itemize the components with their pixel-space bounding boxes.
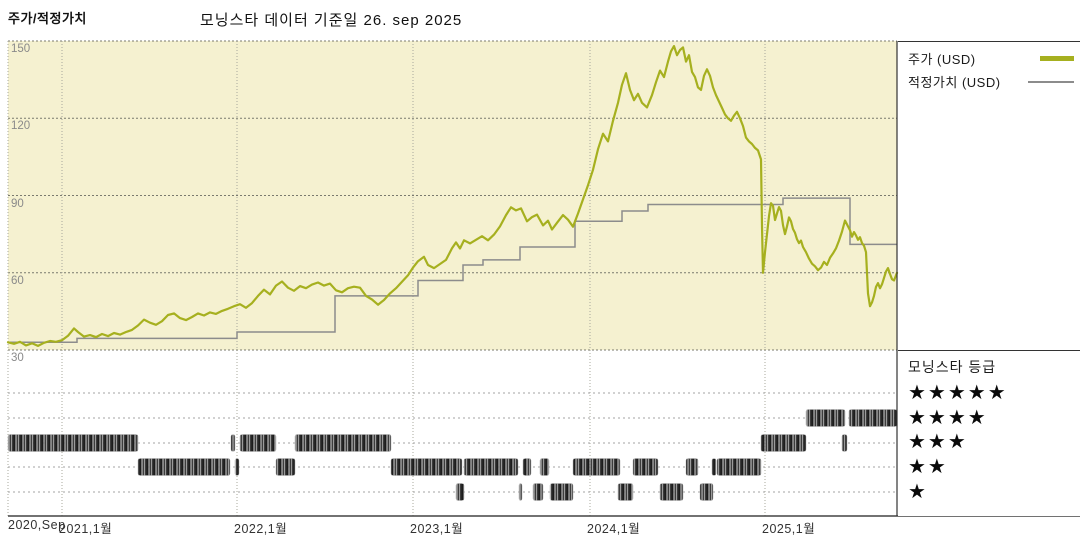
y-tick-label-30: 30 xyxy=(11,352,24,364)
fair-value-line xyxy=(8,197,897,344)
rating-band-3star xyxy=(294,434,392,452)
rating-legend-box: 모닝스타 등급 ★★★★★ ★★★★ ★★★ ★★ ★ xyxy=(898,350,1080,516)
rating-band-1star xyxy=(549,483,574,501)
star-row-2: ★★ xyxy=(908,456,948,479)
rating-band-3star xyxy=(239,434,277,452)
rating-band-2star xyxy=(572,458,621,476)
x-tick-label: 2020,Sep xyxy=(8,518,66,532)
rating-band-3star xyxy=(7,434,139,452)
series-legend: 주가 (USD) 적정가치 (USD) xyxy=(898,41,1080,95)
rating-band-2star xyxy=(632,458,659,476)
rating-band-2star xyxy=(539,458,550,476)
rating-band-2star xyxy=(711,458,717,476)
x-tick-label: 2023,1월 xyxy=(410,522,464,536)
chart-title: 모닝스타 데이터 기준일 26. sep 2025 xyxy=(200,12,463,29)
section-label: 주가/적정가치 xyxy=(8,11,87,26)
rating-band-2star xyxy=(234,458,240,476)
rating-band-3star xyxy=(230,434,236,452)
x-tick-label: 2024,1월 xyxy=(587,522,641,536)
rating-band-4star xyxy=(848,409,898,427)
y-tick-label-150: 150 xyxy=(11,43,31,55)
x-tick-label: 2025,1월 xyxy=(762,522,816,536)
rating-band-2star xyxy=(685,458,699,476)
star-row-1: ★ xyxy=(908,480,928,503)
star-row-4: ★★★★ xyxy=(908,406,988,429)
rating-band-1star xyxy=(699,483,714,501)
rating-band-2star xyxy=(275,458,296,476)
fair-value-legend-label: 적정가치 (USD) xyxy=(908,75,1001,90)
rating-band-2star xyxy=(390,458,463,476)
rating-band-3star xyxy=(841,434,848,452)
star-row-3: ★★★ xyxy=(908,431,968,454)
price-line xyxy=(6,44,899,347)
price-line-swatch xyxy=(1040,56,1074,61)
legend-row-fair-value: 적정가치 (USD) xyxy=(908,70,1074,93)
rating-band-2star xyxy=(137,458,231,476)
star-row-5: ★★★★★ xyxy=(908,382,1008,404)
rating-legend-title: 모닝스타 등급 xyxy=(908,359,997,375)
rating-band-2star xyxy=(716,458,762,476)
y-tick-label-120: 120 xyxy=(11,120,31,133)
rating-band-4star xyxy=(805,409,846,427)
y-tick-label-90: 90 xyxy=(11,197,24,210)
rating-band-2star xyxy=(522,458,532,476)
rating-band-1star xyxy=(518,483,523,501)
star-rows: ★★★★★ ★★★★ ★★★ ★★ ★ xyxy=(908,381,1080,504)
x-tick-label: 2021,1월 xyxy=(59,522,113,536)
rating-band-1star xyxy=(532,483,544,501)
price-legend-label: 주가 (USD) xyxy=(908,52,976,67)
legend-row-price: 주가 (USD) xyxy=(908,47,1074,70)
rating-band-1star xyxy=(455,483,465,501)
fair-value-line-swatch xyxy=(1028,80,1074,83)
x-tick-label: 2022,1월 xyxy=(234,522,288,536)
rating-band-3star xyxy=(760,434,807,452)
rating-band-1star xyxy=(617,483,634,501)
y-tick-label-60: 60 xyxy=(11,274,24,287)
rating-band-2star xyxy=(463,458,519,476)
rating-band-1star xyxy=(659,483,684,501)
